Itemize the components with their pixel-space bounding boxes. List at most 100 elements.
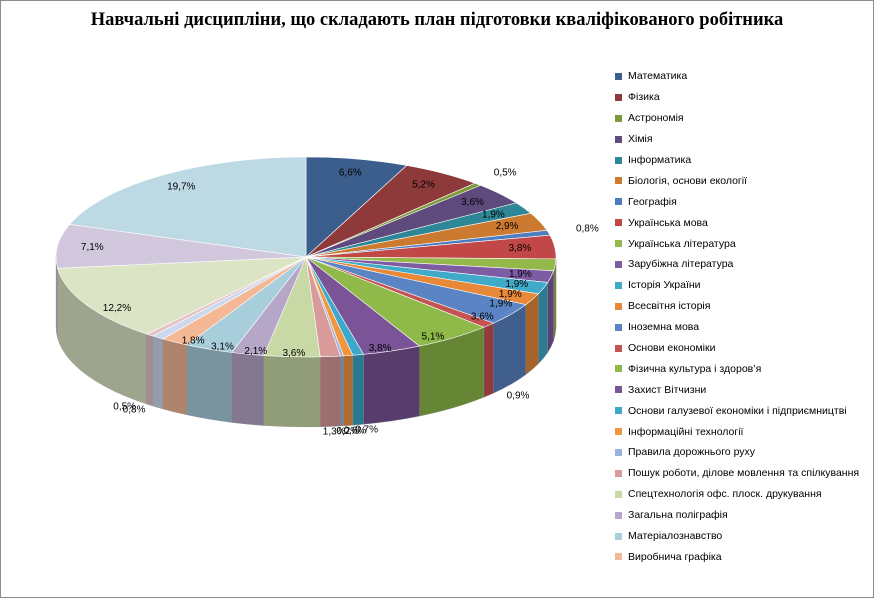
legend-item: Правила дорожнього руху [615, 442, 871, 463]
legend-item: Українська література [615, 233, 871, 254]
data-label: 3,6% [471, 311, 494, 322]
legend-swatch [615, 240, 622, 248]
legend-swatch [615, 114, 622, 122]
data-label: 3,8% [509, 243, 532, 254]
data-label: 0,7% [355, 425, 378, 436]
data-label: 0,5% [113, 402, 136, 413]
legend-label: Зарубіжна література [628, 258, 734, 271]
pie-side-wall [231, 352, 264, 426]
legend-label: Українська мова [628, 216, 708, 229]
pie-side-wall [363, 345, 420, 425]
legend-label: Спецтехнологія офс. плоск. друкування [628, 488, 822, 501]
legend-swatch [615, 323, 622, 331]
legend-item: Астрономія [615, 108, 871, 129]
data-label: 1,9% [499, 289, 522, 300]
data-label: 1,9% [509, 269, 532, 280]
legend-item: Географія [615, 191, 871, 212]
data-label: 0,9% [507, 390, 530, 401]
legend-label: Біологія, основи екології [628, 174, 748, 187]
legend-label: Фізика [628, 91, 660, 104]
data-label: 0,8% [576, 223, 599, 234]
data-label: 0,6% [344, 425, 367, 436]
data-label: 6,6% [339, 167, 362, 178]
legend-label: Інформатика [628, 154, 692, 166]
pie-side-wall [162, 338, 188, 416]
pie-slice [57, 256, 307, 335]
legend-label: Фізична культура і здоров’я [628, 362, 762, 375]
legend-swatch [615, 553, 622, 561]
legend-swatch [615, 72, 622, 80]
pie-slice [55, 223, 307, 269]
legend-label: Хімія [628, 133, 653, 146]
legend-swatch [615, 302, 622, 310]
pie-side-wall [483, 322, 494, 398]
legend-item: Історія України [615, 275, 871, 296]
legend-label: Виробнича графіка [628, 550, 722, 563]
data-label: 7,1% [81, 242, 104, 253]
data-label: 5,1% [422, 332, 445, 343]
legend-label: Географія [628, 195, 677, 208]
legend-label: Українська література [628, 237, 736, 250]
data-labels: 6,6%5,2%0,5%3,6%1,9%2,9% 0,8%3,8%1,9%1,9%… [81, 167, 599, 437]
legend-label: Математика [628, 70, 688, 83]
legend-item: Матеріалознавство [615, 526, 871, 547]
data-label: 3,6% [282, 348, 305, 359]
legend-swatch [615, 135, 622, 143]
legend-swatch [615, 386, 622, 394]
legend-item: Зарубіжна література [615, 254, 871, 275]
pie-side-wall [547, 270, 554, 353]
legend-item: Захист Вітчизни [615, 379, 871, 400]
pie-side-wall [525, 293, 539, 375]
data-label: 0,2% [336, 426, 359, 437]
chart-title: Навчальні дисципліни, що складають план … [90, 10, 784, 30]
data-label: 1,3% [323, 427, 346, 438]
pie-side-wall [343, 355, 353, 427]
legend-label: Іноземна мова [628, 321, 700, 334]
legend-label: Інформаційні технології [628, 425, 744, 438]
pie-sides [55, 256, 557, 428]
data-label: 0,5% [494, 167, 517, 178]
legend-swatch [615, 198, 622, 206]
pie-side-wall [152, 335, 164, 410]
legend-item: Українська мова [615, 212, 871, 233]
legend-label: Основи економіки [628, 342, 716, 355]
data-label: 1,9% [482, 210, 505, 221]
legend-item: Виробнича графіка [615, 546, 871, 567]
legend-label: Захист Вітчизни [628, 383, 707, 396]
legend-label: Загальна поліграфія [628, 509, 728, 522]
legend-label: Всесвітня історія [628, 300, 711, 313]
pie-slice [69, 156, 307, 258]
legend-item: Інформаційні технології [615, 421, 871, 442]
legend-label: Історія України [628, 279, 701, 292]
legend-label: Основи галузевої економіки і підприємниц… [628, 404, 847, 417]
legend-label: Матеріалознавство [628, 530, 723, 543]
legend-swatch [615, 93, 622, 101]
pie-side-wall [319, 355, 341, 427]
legend-item: Фізика [615, 87, 871, 108]
legend: Математика Фізика Астрономія Хімія Інформати… [615, 66, 871, 567]
pie-side-wall [553, 258, 557, 341]
pie-side-wall [146, 333, 153, 407]
data-label: 1,9% [489, 299, 512, 310]
legend-item: Хімія [615, 129, 871, 150]
legend-swatch [615, 407, 622, 415]
data-label: 0,8% [123, 405, 146, 416]
legend-swatch [615, 219, 622, 227]
pie-side-wall [340, 355, 344, 427]
legend-item: Іноземна мова [615, 317, 871, 338]
data-label: 12,2% [103, 303, 131, 314]
legend-swatch [615, 448, 622, 456]
legend-label: Пошук роботи, ділове мовлення та спілкув… [628, 467, 860, 480]
pie-side-wall [55, 256, 58, 339]
legend-swatch [615, 511, 622, 519]
legend-swatch [615, 260, 622, 268]
legend-item: Фізична культура і здоров’я [615, 358, 871, 379]
legend-swatch [615, 281, 622, 289]
data-label: 3,6% [461, 197, 484, 208]
legend-swatch [615, 156, 622, 164]
legend-item: Загальна поліграфія [615, 505, 871, 526]
legend-item: Основи економіки [615, 338, 871, 359]
legend-swatch [615, 469, 622, 477]
data-label: 3,8% [369, 343, 392, 354]
